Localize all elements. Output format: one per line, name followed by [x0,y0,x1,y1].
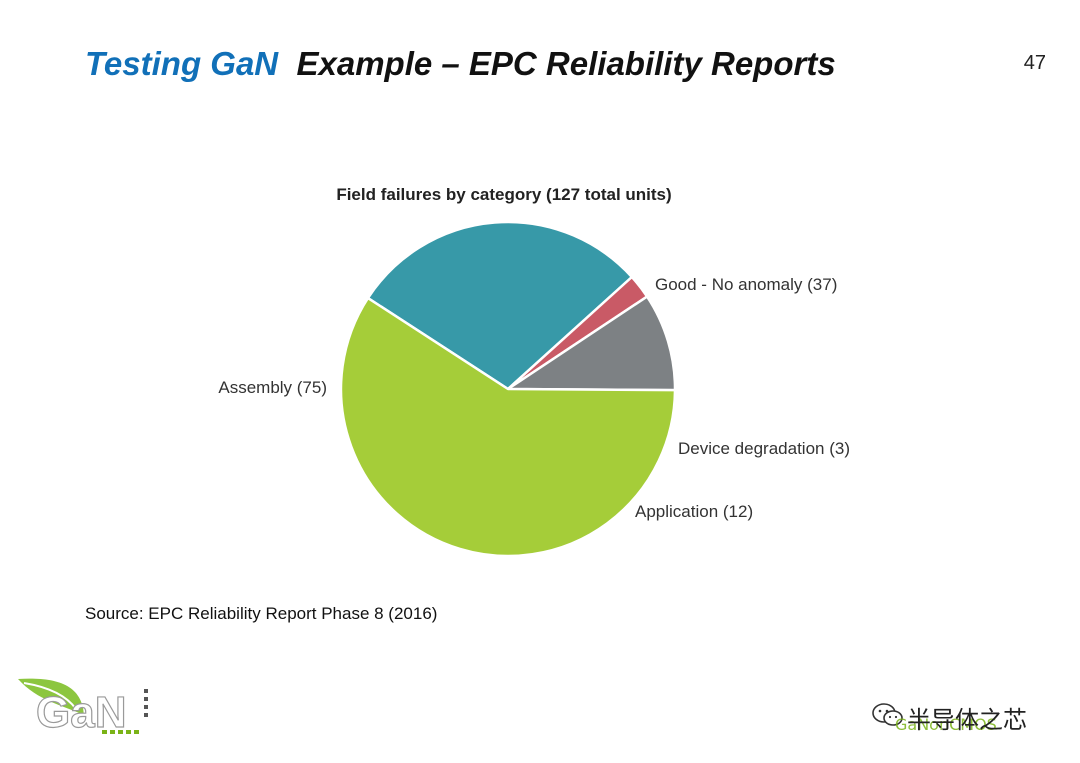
pie-slice-3 [339,296,677,558]
slide-title-accent: Testing GaN [85,45,279,82]
chart-title: Field failures by category (127 total un… [336,185,671,204]
pie-label-2: Application (12) [635,502,753,521]
pie-slice-2 [506,295,677,392]
pie-slice-0 [366,220,634,391]
slide-title: Testing GaN Example – EPC Reliability Re… [85,45,836,83]
footer-brand: GaNonCMOS 半导体之芯 [871,700,1046,738]
pie-label-1: Device degradation (3) [678,439,850,458]
pie-label-3: Assembly (75) [218,378,327,397]
logo-wordmark: GaN [36,688,126,737]
leaf-icon [18,678,84,715]
footer-caption: GaNonCMOS [895,715,997,734]
wechat-icon [872,703,903,726]
pie-labels: Good - No anomaly (37) Device degradation… [218,275,850,521]
slide-title-main: Example – EPC Reliability Reports [296,45,836,82]
source-note: Source: EPC Reliability Report Phase 8 (… [85,604,438,623]
pie-label-0: Good - No anomaly (37) [655,275,837,294]
pie-chart: Field failures by category (127 total un… [218,185,850,558]
pie-slices [339,220,677,558]
gan-logo: GaN [18,678,148,737]
page-number: 47 [1023,52,1046,74]
footer-watermark: 半导体之芯 [907,706,1027,734]
